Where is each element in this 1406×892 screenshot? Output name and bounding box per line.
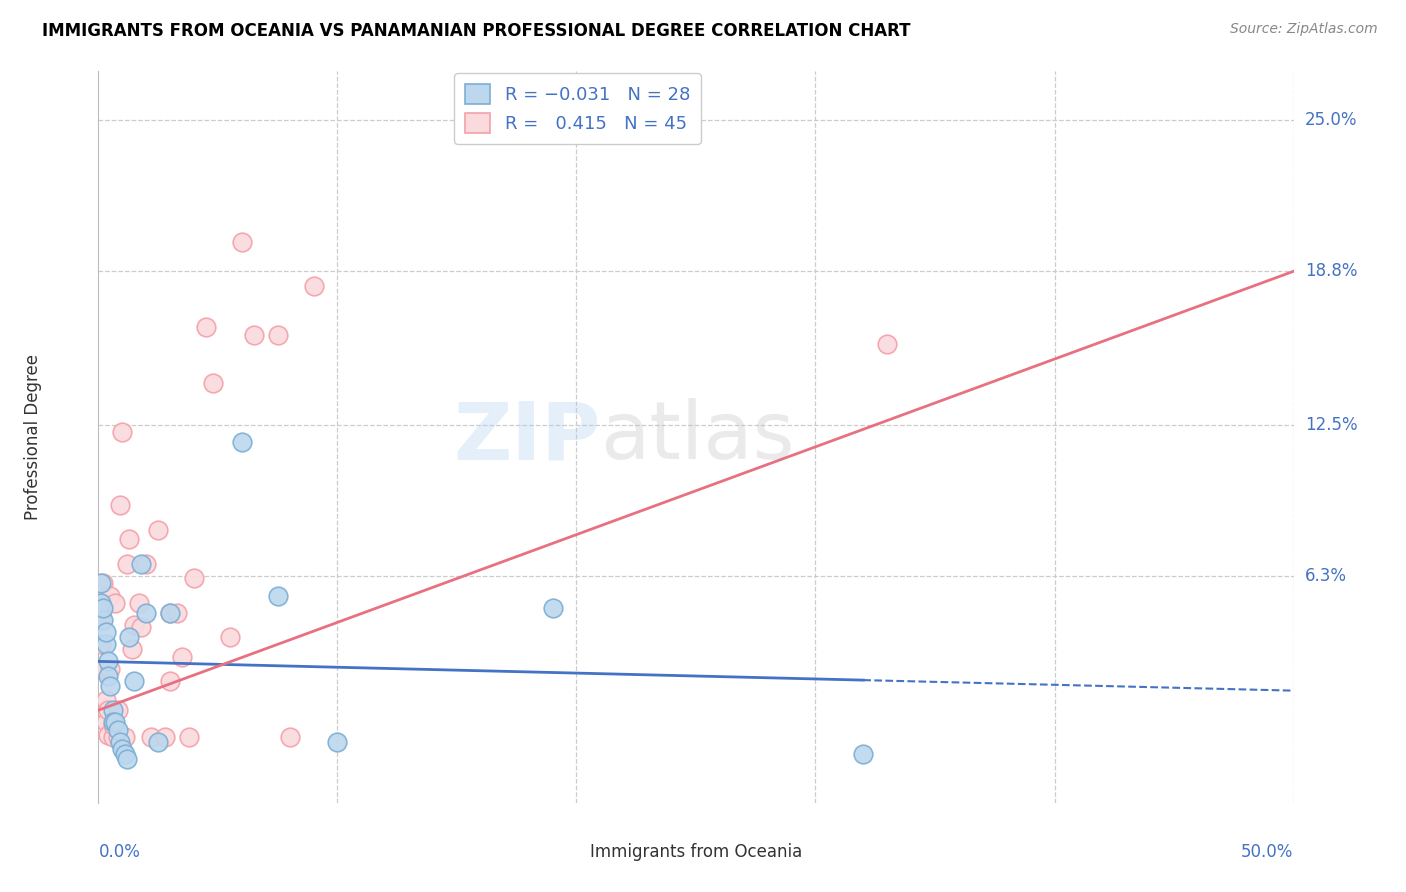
- Point: [91, 662, 114, 676]
- Point: [135, 557, 157, 571]
- Text: 12.5%: 12.5%: [1305, 416, 1357, 434]
- Point: [118, 533, 141, 547]
- Point: [107, 730, 129, 744]
- Point: [243, 327, 266, 342]
- Point: [97, 727, 120, 741]
- Point: [267, 589, 290, 603]
- Text: Immigrants from Oceania: Immigrants from Oceania: [591, 843, 801, 861]
- Point: [179, 730, 201, 744]
- Text: ZIP: ZIP: [453, 398, 600, 476]
- Text: 6.3%: 6.3%: [1305, 567, 1347, 585]
- Point: [114, 747, 136, 761]
- Point: [98, 589, 122, 603]
- Point: [101, 715, 124, 730]
- Point: [541, 600, 564, 615]
- Point: [101, 718, 124, 732]
- Point: [219, 630, 242, 644]
- Point: [108, 499, 131, 513]
- Point: [159, 606, 181, 620]
- Point: [139, 730, 162, 744]
- Point: [104, 715, 127, 730]
- Point: [159, 673, 181, 688]
- Point: [90, 637, 112, 651]
- Point: [98, 662, 122, 676]
- Text: 18.8%: 18.8%: [1305, 262, 1357, 280]
- Point: [90, 596, 112, 610]
- Point: [124, 673, 146, 688]
- Point: [114, 730, 136, 744]
- Point: [326, 735, 349, 749]
- Point: [302, 279, 325, 293]
- Point: [128, 596, 150, 610]
- Point: [97, 703, 120, 717]
- Point: [135, 606, 157, 620]
- Point: [172, 649, 194, 664]
- Point: [278, 730, 301, 744]
- Point: [115, 752, 138, 766]
- Point: [101, 730, 124, 744]
- Point: [118, 630, 141, 644]
- Point: [124, 617, 146, 632]
- Point: [183, 572, 205, 586]
- Point: [131, 620, 153, 634]
- Text: 25.0%: 25.0%: [1305, 112, 1357, 129]
- Point: [108, 735, 131, 749]
- Point: [94, 715, 117, 730]
- Point: [94, 625, 117, 640]
- Point: [94, 637, 117, 651]
- Point: [231, 434, 253, 449]
- Text: IMMIGRANTS FROM OCEANIA VS PANAMANIAN PROFESSIONAL DEGREE CORRELATION CHART: IMMIGRANTS FROM OCEANIA VS PANAMANIAN PR…: [42, 22, 911, 40]
- Point: [231, 235, 253, 249]
- Point: [91, 576, 114, 591]
- Point: [195, 320, 218, 334]
- Text: 50.0%: 50.0%: [1241, 843, 1294, 861]
- Point: [90, 613, 112, 627]
- Point: [91, 613, 114, 627]
- Text: Professional Degree: Professional Degree: [24, 354, 42, 520]
- Point: [97, 654, 120, 668]
- Point: [148, 735, 170, 749]
- Point: [90, 576, 112, 591]
- Text: atlas: atlas: [600, 398, 794, 476]
- Point: [91, 600, 114, 615]
- Legend: R = −0.031   N = 28, R =   0.415   N = 45: R = −0.031 N = 28, R = 0.415 N = 45: [454, 73, 700, 144]
- Point: [202, 376, 225, 391]
- Point: [121, 642, 143, 657]
- Point: [267, 327, 290, 342]
- Point: [148, 523, 170, 537]
- Point: [159, 606, 181, 620]
- Point: [115, 557, 138, 571]
- Text: 0.0%: 0.0%: [98, 843, 141, 861]
- Point: [94, 693, 117, 707]
- Text: Source: ZipAtlas.com: Source: ZipAtlas.com: [1230, 22, 1378, 37]
- Point: [876, 337, 898, 351]
- Point: [104, 596, 127, 610]
- Point: [131, 557, 153, 571]
- Point: [111, 742, 134, 756]
- Point: [107, 723, 129, 737]
- Point: [97, 669, 120, 683]
- Point: [98, 679, 122, 693]
- Point: [107, 703, 129, 717]
- Point: [111, 425, 134, 440]
- Point: [852, 747, 875, 761]
- Point: [166, 606, 188, 620]
- Point: [101, 703, 124, 717]
- Point: [155, 730, 177, 744]
